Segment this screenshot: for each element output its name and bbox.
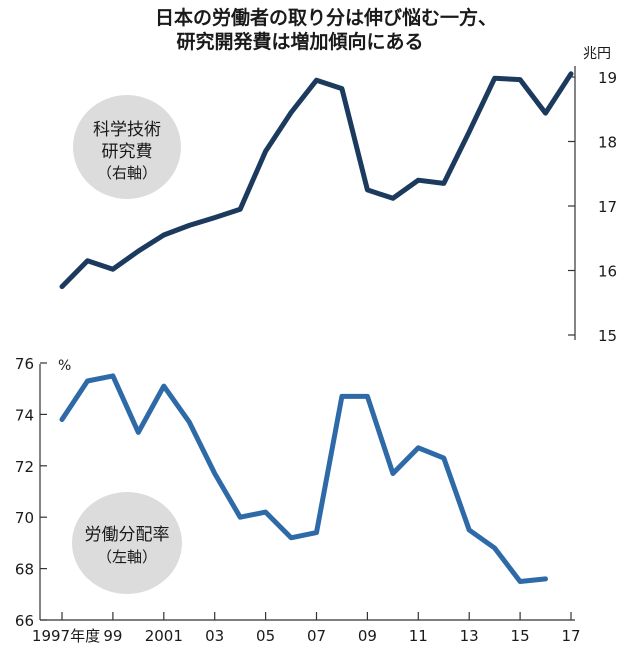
x-tick-label: 15 (511, 627, 530, 645)
left-y-ticks: 76 74 72 70 68 66 (15, 355, 47, 630)
right-y-ticks: 19 18 17 16 15 (568, 69, 617, 345)
left-tick-label: 70 (15, 509, 34, 527)
x-axis-ticks: 1997年度 99 2001 03 05 07 09 11 13 15 17 (32, 612, 581, 645)
rd-bubble-line-2: 研究費 (102, 142, 153, 162)
x-tick-label: 05 (256, 627, 275, 645)
rd-bubble-shape (73, 95, 181, 199)
left-tick-label: 74 (15, 406, 34, 424)
right-tick-label: 17 (598, 198, 617, 216)
x-tick-label: 13 (460, 627, 479, 645)
x-tick-label: 1997年度 (32, 627, 100, 645)
left-tick-label: 66 (15, 612, 34, 630)
x-tick-label: 11 (409, 627, 428, 645)
x-tick-label: 09 (358, 627, 377, 645)
rd-bubble-line-3: （右軸） (97, 164, 157, 182)
x-tick-label: 99 (103, 627, 122, 645)
left-axis-unit: % (58, 358, 71, 374)
labor-legend-bubble: 労働分配率 （左軸） (72, 492, 182, 594)
left-tick-label: 72 (15, 458, 34, 476)
x-tick-label: 03 (205, 627, 224, 645)
rd-bubble-line-1: 科学技術 (93, 120, 161, 140)
right-tick-label: 16 (598, 263, 617, 281)
labor-bubble-line-2: （左軸） (97, 548, 157, 566)
labor-bubble-line-1: 労働分配率 (85, 525, 170, 545)
rd-legend-bubble: 科学技術 研究費 （右軸） (73, 95, 181, 199)
labor-bubble-shape (72, 492, 182, 594)
left-tick-label: 76 (15, 355, 34, 373)
chart-title-line-1: 日本の労働者の取り分は伸び悩む一方、 (155, 6, 497, 29)
right-axis-unit: 兆円 (583, 46, 611, 62)
left-tick-label: 68 (15, 561, 34, 579)
right-tick-label: 19 (598, 69, 617, 87)
labor-share-line (59, 373, 548, 584)
x-tick-label: 07 (307, 627, 326, 645)
rd-spending-line (59, 71, 574, 290)
right-tick-label: 15 (598, 327, 617, 345)
chart-title-line-2: 研究開発費は増加傾向にある (176, 30, 423, 53)
right-tick-label: 18 (598, 134, 617, 152)
x-tick-label: 17 (561, 627, 580, 645)
x-tick-label: 2001 (145, 627, 183, 645)
